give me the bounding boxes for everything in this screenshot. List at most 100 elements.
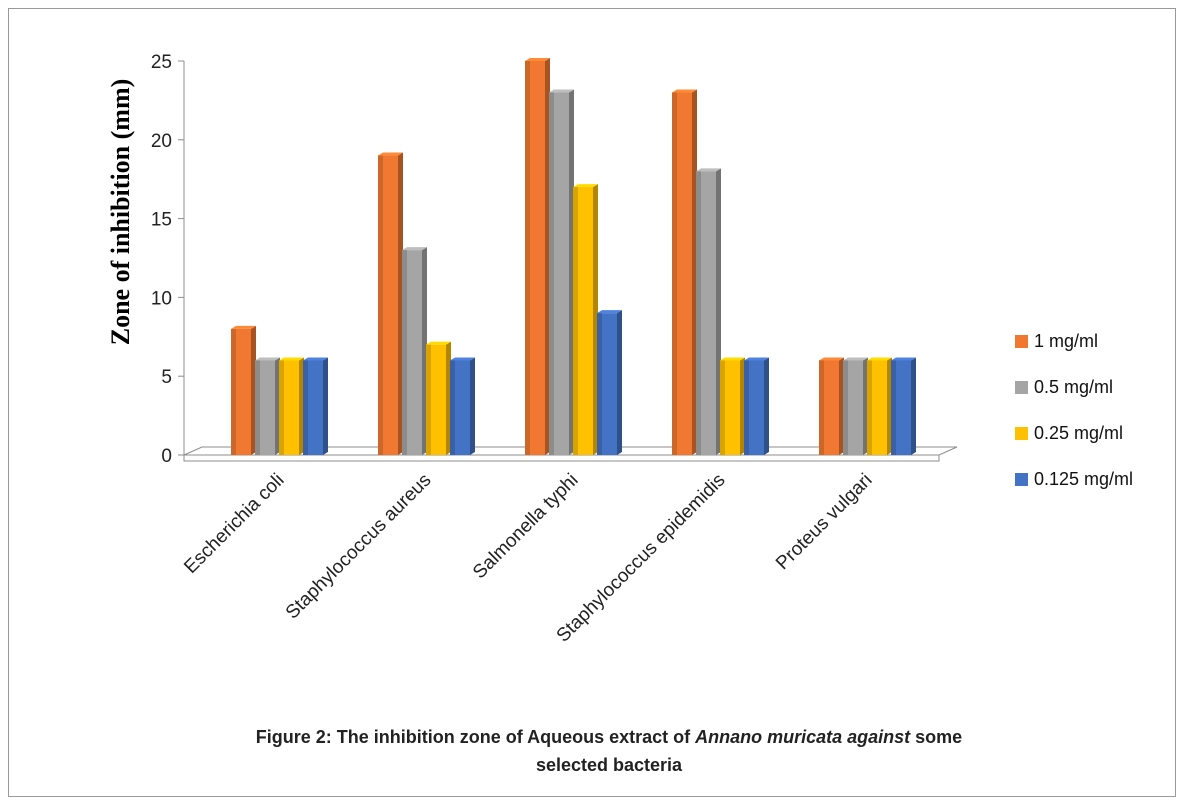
floor-front	[183, 454, 940, 462]
bar-front-shade	[549, 92, 554, 456]
legend-label: 0.25 mg/ml	[1034, 422, 1124, 443]
bar	[231, 325, 256, 455]
y-tick-label: 15	[151, 210, 172, 231]
bar-top	[279, 357, 304, 361]
bar	[255, 357, 280, 455]
bar	[378, 152, 403, 455]
bar-side	[299, 357, 304, 455]
bar	[597, 310, 622, 455]
bar-front-shade	[279, 360, 284, 455]
bar-front-shade	[378, 155, 383, 455]
bar-side	[911, 357, 916, 455]
legend-label: 1 mg/ml	[1034, 330, 1099, 351]
figure-caption-line-2: selected bacteria	[535, 755, 683, 775]
bar-front-shade	[231, 328, 236, 455]
bar	[744, 357, 769, 455]
bar-top	[426, 341, 451, 345]
bar-top	[255, 357, 280, 361]
bar-side	[569, 89, 574, 456]
bar-front-shade	[720, 360, 725, 455]
bar-side	[446, 341, 451, 455]
y-tick-label: 10	[151, 288, 172, 309]
bar-top	[549, 89, 574, 93]
bar	[720, 357, 745, 455]
bar-side	[617, 310, 622, 455]
bar-side	[422, 247, 427, 455]
bar-side	[692, 89, 697, 456]
bar-front-shade	[696, 171, 701, 455]
bar	[303, 357, 328, 455]
bar	[549, 89, 574, 456]
bar-front-shade	[819, 360, 824, 455]
legend-item: 0.5 mg/ml	[1015, 377, 1133, 397]
caption-text: Figure 2: The inhibition zone of Aqueous…	[255, 727, 696, 747]
bar-front-shade	[573, 187, 578, 455]
bars	[231, 58, 916, 456]
bar-side	[470, 357, 475, 455]
bar-front-shade	[891, 360, 896, 455]
bar-top	[303, 357, 328, 361]
bar-side	[716, 168, 721, 455]
legend-label: 0.125 mg/ml	[1034, 468, 1134, 489]
bar-top	[744, 357, 769, 361]
bar-top	[843, 357, 868, 361]
bar-side	[839, 357, 844, 455]
bar-front-shade	[843, 360, 848, 455]
bar-front-shade	[867, 360, 872, 455]
bar-front-shade	[525, 61, 530, 455]
bar	[819, 357, 844, 455]
x-tick-label: Staphylococcus epidemidis	[553, 470, 730, 647]
bar-top	[696, 168, 721, 172]
x-tick-label: Staphylococcus aureus	[282, 470, 436, 624]
y-tick-label: 0	[161, 446, 172, 467]
bar-top	[720, 357, 745, 361]
bar-side	[275, 357, 280, 455]
x-tick-label: Salmonella typhi	[469, 470, 582, 583]
legend-swatch	[1015, 334, 1028, 348]
bar	[672, 89, 697, 456]
bar	[525, 58, 550, 455]
legend-item: 1 mg/ml	[1015, 331, 1133, 351]
bar-top	[573, 184, 598, 188]
bar-side	[398, 152, 403, 455]
bar	[573, 184, 598, 455]
bar-top	[525, 58, 550, 61]
bar-top	[378, 152, 403, 156]
legend-swatch	[1015, 426, 1028, 440]
caption-species: Annano muricata against	[695, 727, 911, 747]
bar	[426, 341, 451, 455]
bar-front-shade	[450, 360, 455, 455]
bar	[402, 247, 427, 455]
y-tick-label: 25	[151, 52, 172, 73]
bar	[891, 357, 916, 455]
bar	[696, 168, 721, 455]
figure-caption: Figure 2: The inhibition zone of Aqueous…	[89, 727, 1129, 748]
bar-top	[231, 325, 256, 329]
bar-top	[450, 357, 475, 361]
bar-front-shade	[672, 92, 677, 456]
legend-item: 0.125 mg/ml	[1015, 469, 1133, 489]
bar-front-shade	[402, 250, 407, 455]
bar-top	[819, 357, 844, 361]
legend-label: 0.5 mg/ml	[1034, 376, 1114, 397]
bar-side	[887, 357, 892, 455]
bar-top	[672, 89, 697, 93]
bar-top	[402, 247, 427, 251]
x-tick-label: Escherichia coli	[180, 470, 288, 578]
bar-side	[323, 357, 328, 455]
y-tick-label: 20	[151, 131, 172, 152]
bar-front-shade	[597, 313, 602, 455]
bar-side	[740, 357, 745, 455]
figure-frame: 0 5 10 15 20 25 Escherichia coli Staphylococcu…	[8, 8, 1176, 797]
bar	[843, 357, 868, 455]
bar-top	[891, 357, 916, 361]
bar-side	[863, 357, 868, 455]
y-tick-label: 5	[161, 367, 172, 388]
legend-item: 0.25 mg/ml	[1015, 423, 1133, 443]
bar-front-shade	[426, 344, 431, 455]
bar	[867, 357, 892, 455]
bar-top	[597, 310, 622, 314]
bar-front-shade	[744, 360, 749, 455]
